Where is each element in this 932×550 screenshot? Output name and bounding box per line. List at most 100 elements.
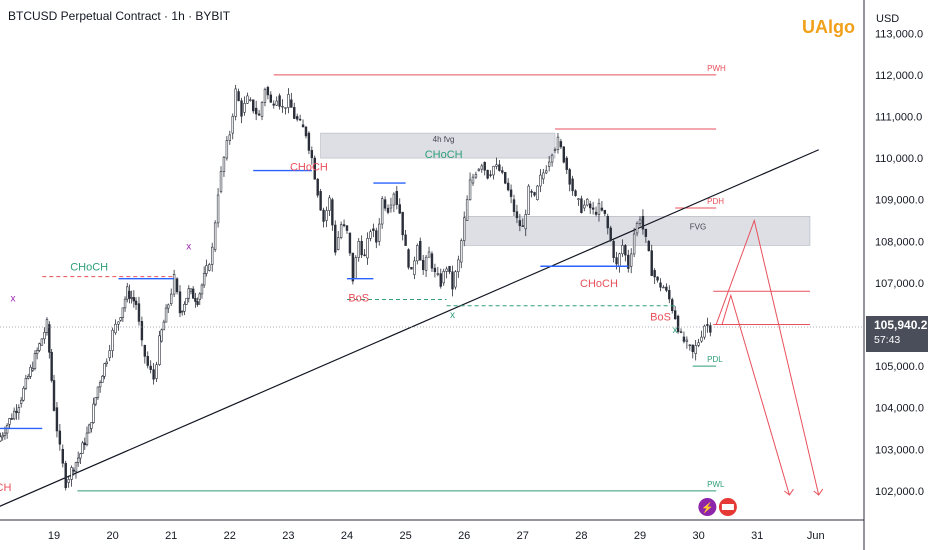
candle-body [457,259,460,273]
x-tick-label: 31 [751,530,763,542]
structure-label: CHoCH [70,261,108,273]
candle-body [363,254,366,257]
candle-body [281,106,284,108]
candle-body [665,286,668,291]
y-tick-label: 104,000.0 [875,403,924,415]
candle-body [119,317,122,321]
candle-body [486,169,489,179]
candle-body [172,274,176,295]
candle-body [234,88,237,117]
x-tick-label: 29 [634,530,646,542]
currency-selector[interactable]: USD [876,13,900,25]
candle-body [416,245,419,262]
candle-body [155,364,158,379]
candle-body [609,227,612,241]
candle-body [419,240,422,261]
candle-body [52,380,56,411]
candle-body [103,363,106,377]
candle-body [219,171,223,192]
candle-body [439,273,442,287]
candle-body [183,303,186,312]
candle-body [351,252,355,282]
y-tick-label: 102,000.0 [875,486,924,498]
candle-body [81,442,84,454]
candle-body [96,386,100,398]
candle-body [700,336,703,342]
candle-body [618,253,621,267]
candle-body [571,178,574,192]
candle-body [246,95,249,104]
candle-body [298,118,302,121]
candle-body [76,457,80,463]
swing-mark: x [10,294,15,305]
candle-body [29,366,32,377]
structure-label: CHoCH [580,278,618,290]
candle-body [278,95,281,107]
candle-body [257,113,261,116]
y-tick-label: 105,000.0 [875,361,924,373]
candle-body [454,271,457,288]
candle-body [8,418,11,425]
candle-body [468,179,472,201]
candle-body [483,161,486,171]
candle-body [342,224,346,227]
candle-body [180,310,184,313]
candle-body [208,264,211,271]
candle-body [310,150,314,159]
candle-body [427,251,431,258]
candle-body [345,225,349,231]
candle-body [671,299,674,312]
candle-body [673,310,677,320]
candle-body [430,253,434,269]
candle-body [369,231,372,239]
candle-body [202,273,206,286]
candle-body [688,344,692,347]
candle-body [22,388,25,401]
bar-countdown: 57:43 [874,334,901,346]
candle-body [132,297,136,302]
y-tick-label: 108,000.0 [875,236,924,248]
candle-body [252,99,255,112]
candle-body [178,291,182,314]
candle-body [679,331,683,333]
brand-logo: UAlgo [802,17,855,37]
structure-label: BoS [650,311,671,323]
candle-body [600,207,604,211]
candle-body [565,157,568,170]
candle-body [647,240,650,252]
candle-body [606,216,609,229]
candle-body [477,168,481,171]
candle-body [588,203,592,209]
candle-body [518,220,522,227]
candle-body [301,124,305,128]
candle-body [70,467,73,480]
candle-body [322,209,325,222]
candle-body [15,410,18,413]
candle-body [149,365,152,370]
candle-body [33,353,37,369]
symbol-title[interactable]: BTCUSD Perpetual Contract · 1h · BYBIT [8,9,231,23]
candle-body [266,87,270,96]
level-label: PDH [707,197,724,206]
candle-body [130,297,133,299]
candle-body [194,298,197,302]
candle-body [662,286,665,289]
candle-body [191,288,195,299]
candle-body [460,240,463,263]
candle-body [436,273,440,275]
flag-stripe [721,504,734,510]
lightning-event-icon [698,498,717,516]
candle-body [27,376,30,379]
candle-body [653,270,656,278]
candle-body [222,156,226,172]
x-tick-label: 27 [517,530,529,542]
trendline [0,149,819,507]
candle-body [378,223,381,242]
candle-body [389,204,393,209]
candle-body [12,410,16,420]
candle-body [348,232,352,254]
candle-body [398,204,401,214]
projection-arrowhead [813,488,824,496]
swing-mark: x [673,325,678,336]
